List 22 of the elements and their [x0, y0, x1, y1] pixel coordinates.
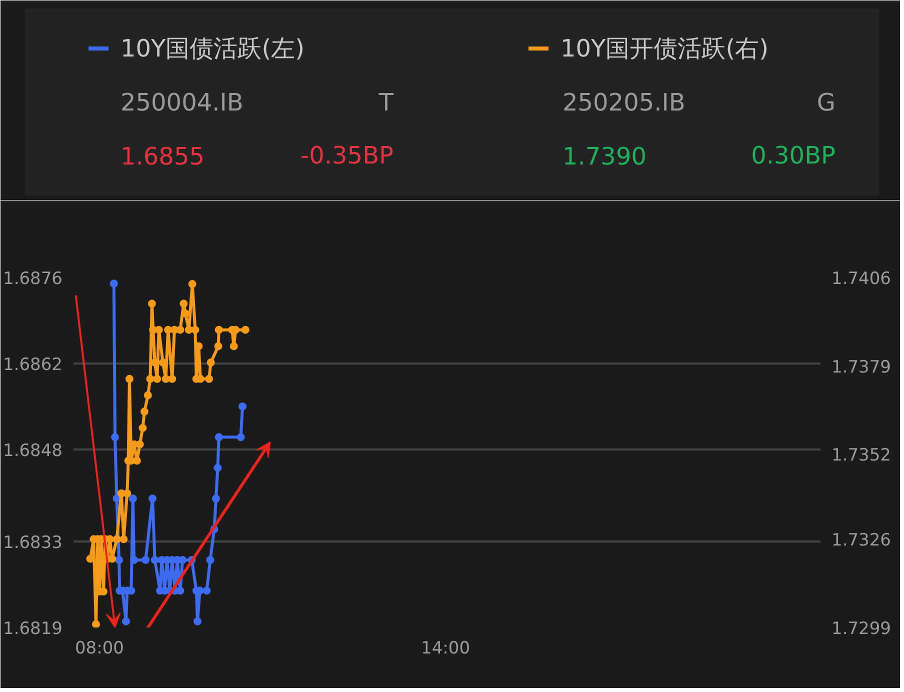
y2-tick-label: 1.7352 [832, 446, 891, 466]
y-tick-label: 1.6862 [3, 354, 62, 375]
x-tick-label: 08:00 [74, 638, 124, 658]
y-tick-label: 1.6876 [3, 269, 62, 289]
text: 1.6855 [120, 142, 204, 170]
legend-label: 10Y国债活跃(左) [120, 34, 304, 62]
text: 1.7390 [562, 142, 646, 170]
y2-tick-label: 1.7299 [832, 619, 891, 639]
text: -0.35BP [300, 142, 394, 170]
text: 250205.IB [562, 88, 686, 116]
y2-tick-label: 1.7326 [832, 530, 891, 551]
y2-tick-label: 1.7379 [832, 357, 891, 378]
text: G [816, 88, 836, 116]
y-tick-label: 1.6833 [3, 533, 62, 554]
y-tick-label: 1.6819 [3, 619, 62, 639]
legend-label: 10Y国开债活跃(右) [560, 34, 768, 62]
x-tick-label: 14:00 [421, 638, 470, 658]
text: T [378, 88, 394, 116]
y2-tick-label: 1.7406 [832, 269, 891, 289]
text: 0.30BP [751, 142, 836, 170]
y-tick-label: 1.6848 [3, 440, 62, 461]
text: 250004.IB [120, 88, 244, 116]
